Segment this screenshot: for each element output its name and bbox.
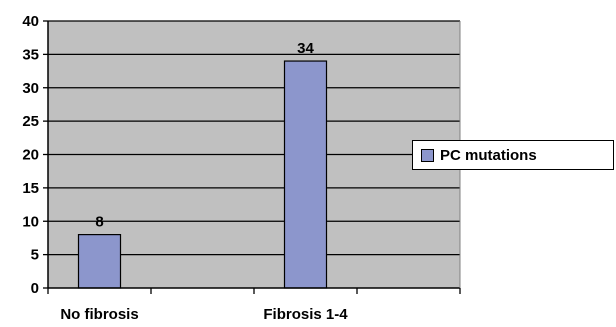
legend-label: PC mutations xyxy=(440,146,537,164)
y-tick-label: 20 xyxy=(22,147,39,164)
data-label: 34 xyxy=(297,40,314,57)
y-tick-label: 10 xyxy=(22,213,39,230)
y-tick-label: 15 xyxy=(22,180,39,197)
x-tick-label: Fibrosis 1-4 xyxy=(263,306,348,323)
y-tick-label: 40 xyxy=(22,13,39,30)
data-labels: 8 34 xyxy=(95,40,314,231)
data-label: 8 xyxy=(95,214,103,231)
bars xyxy=(77,60,328,289)
y-tick-label: 35 xyxy=(22,46,39,63)
legend-swatch xyxy=(421,148,434,162)
y-tick-label: 0 xyxy=(31,280,39,297)
x-tick-label: No fibrosis xyxy=(60,306,138,323)
legend: PC mutations xyxy=(412,140,614,170)
y-tick-label: 25 xyxy=(22,113,39,130)
y-tick-labels: 0 5 10 15 20 25 30 35 40 xyxy=(22,13,39,297)
y-tick-label: 30 xyxy=(22,80,39,97)
bar xyxy=(283,60,328,289)
bar xyxy=(77,234,122,289)
y-tick-label: 5 xyxy=(31,247,39,264)
x-tick-labels: No fibrosis Fibrosis 1-4 xyxy=(60,306,348,323)
